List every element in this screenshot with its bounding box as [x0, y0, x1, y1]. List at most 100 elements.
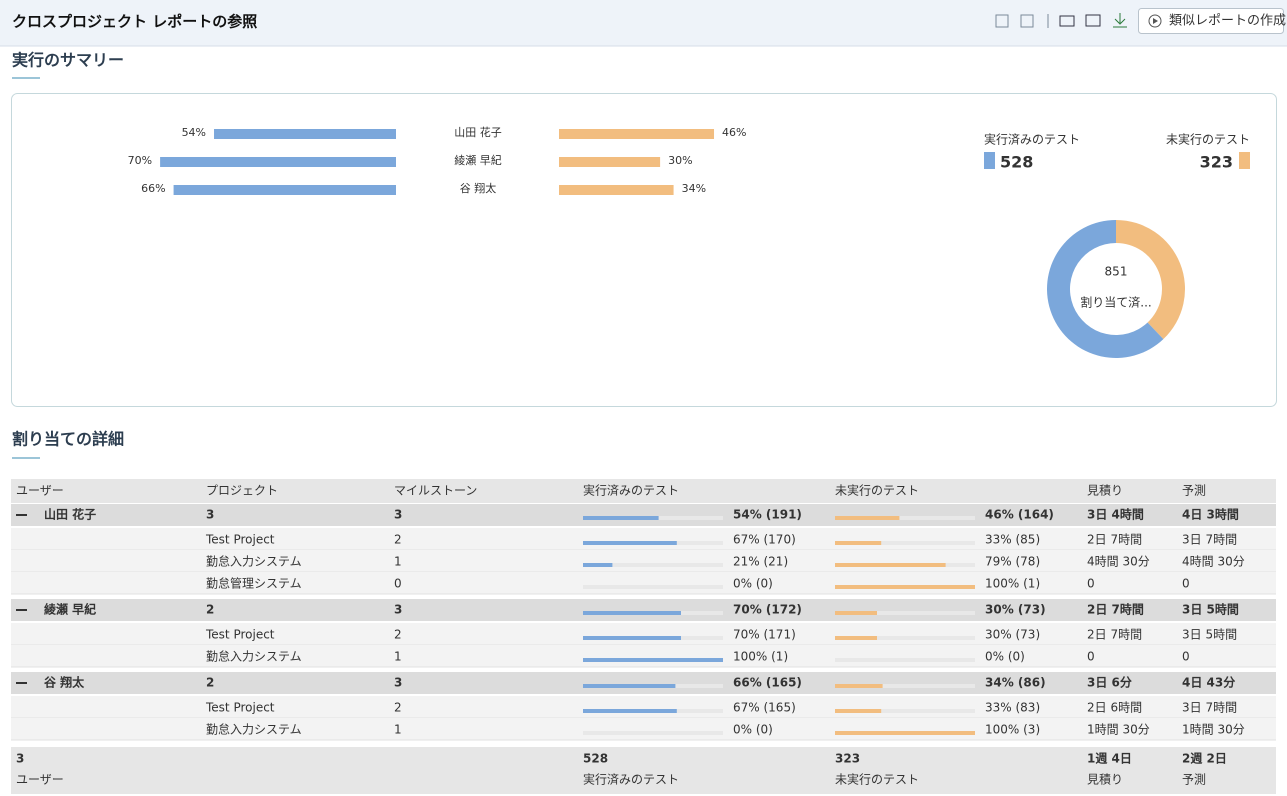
cell: 2 — [394, 533, 402, 547]
progress-track — [583, 563, 723, 567]
group-row — [11, 672, 1276, 694]
progress-bar — [835, 541, 882, 545]
cell: 30% (73) — [985, 628, 1040, 642]
progress-bar — [583, 516, 659, 520]
cell: 2日 7時間 — [1087, 533, 1142, 547]
legend-value: 528 — [1000, 153, 1033, 172]
footer-label: 未実行のテスト — [835, 772, 919, 787]
cell: 勤怠入力システム — [206, 650, 302, 664]
cell: Test Project — [205, 701, 275, 715]
unexecuted-label: 30% — [668, 154, 692, 167]
user-name: 綾瀬 早紀 — [44, 602, 96, 617]
cell: 4時間 30分 — [1087, 555, 1150, 569]
progress-bar — [583, 636, 681, 640]
expand-icon[interactable] — [995, 14, 1009, 28]
cell: 1 — [394, 723, 402, 737]
cell: 3日 7時間 — [1182, 533, 1237, 547]
column-header: 見積り — [1087, 483, 1123, 498]
cell: 2 — [394, 701, 402, 715]
progress-bar — [835, 636, 877, 640]
cell: 3 — [394, 508, 402, 522]
footer-value: 323 — [835, 752, 860, 766]
cell: 2日 7時間 — [1087, 628, 1142, 642]
toolbar-icons[interactable] — [995, 13, 1127, 28]
play-icon-arrow — [1153, 18, 1158, 24]
footer-label: 見積り — [1087, 772, 1123, 787]
print-icon[interactable] — [1059, 15, 1075, 27]
group-row — [11, 504, 1276, 526]
header-bar — [0, 0, 1287, 46]
progress-track — [583, 731, 723, 735]
collapse-icon[interactable] — [1020, 14, 1034, 28]
footer-value: 1週 4日 — [1087, 751, 1132, 766]
cell: 3日 4時間 — [1087, 507, 1144, 522]
executed-bar — [160, 157, 396, 167]
cell: 100% (1) — [733, 650, 788, 664]
user-name: 谷 翔太 — [460, 181, 497, 195]
cell: 0 — [394, 577, 402, 591]
user-name: 谷 翔太 — [44, 675, 85, 690]
cell: 勤怠管理システム — [206, 576, 302, 591]
cell: 33% (83) — [985, 701, 1040, 715]
similar-report-button[interactable] — [1138, 8, 1284, 34]
progress-bar — [835, 563, 946, 567]
download-icon[interactable] — [1113, 13, 1127, 28]
cell: 100% (1) — [985, 577, 1040, 591]
progress-track — [583, 585, 723, 589]
donut-total: 851 — [1105, 265, 1128, 279]
donut-segment — [1046, 220, 1164, 359]
cell: 0% (0) — [733, 577, 773, 591]
executed-bar — [214, 129, 396, 139]
cell: 0 — [1182, 577, 1190, 591]
progress-bar — [835, 516, 900, 520]
progress-bar — [835, 684, 883, 688]
page-title: クロスプロジェクト レポートの参照 — [12, 13, 257, 31]
section-title: 割り当ての詳細 — [12, 430, 124, 449]
legend-swatch — [984, 152, 995, 169]
cell: 4時間 30分 — [1182, 555, 1245, 569]
cell: 1 — [394, 650, 402, 664]
progress-track — [835, 611, 975, 615]
cell: 1 — [394, 555, 402, 569]
executed-label: 54% — [182, 126, 206, 139]
user-name: 山田 花子 — [44, 507, 96, 522]
cell: 0% (0) — [733, 723, 773, 737]
column-header: プロジェクト — [206, 484, 278, 498]
button-label[interactable]: 類似レポートの作成 — [1169, 14, 1286, 29]
cell: 2日 6時間 — [1087, 701, 1142, 715]
user-name: 山田 花子 — [454, 126, 502, 139]
cell: Test Project — [205, 533, 275, 547]
footer-value: 2週 2日 — [1182, 751, 1227, 766]
legend-value: 323 — [1200, 153, 1233, 172]
cell: 2日 7時間 — [1087, 602, 1144, 617]
summary-panel — [11, 93, 1277, 407]
cell: 4日 3時間 — [1182, 507, 1239, 522]
cell: Test Project — [205, 628, 275, 642]
executed-label: 66% — [141, 182, 165, 195]
progress-track — [835, 709, 975, 713]
cell: 0 — [1087, 577, 1095, 591]
progress-track — [835, 684, 975, 688]
cell: 33% (85) — [985, 533, 1040, 547]
unexecuted-bar — [559, 185, 674, 195]
progress-bar — [583, 563, 613, 567]
footer-label: 実行済みのテスト — [583, 772, 679, 787]
progress-track — [835, 516, 975, 520]
progress-bar — [835, 731, 975, 735]
cell: 2 — [394, 628, 402, 642]
donut-segment — [1116, 220, 1185, 340]
column-header: 未実行のテスト — [835, 483, 919, 498]
cell: 54% (191) — [733, 508, 802, 522]
mail-icon[interactable] — [1085, 14, 1101, 27]
cell: 46% (164) — [985, 508, 1054, 522]
legend-swatch — [1239, 152, 1250, 169]
column-header: マイルストーン — [394, 484, 477, 498]
unexecuted-bar — [559, 129, 715, 139]
column-header: 予測 — [1182, 484, 1206, 498]
executed-bar — [173, 185, 396, 195]
progress-bar — [583, 709, 677, 713]
cell: 67% (165) — [733, 701, 796, 715]
progress-bar — [583, 541, 677, 545]
cell: 66% (165) — [733, 676, 802, 690]
